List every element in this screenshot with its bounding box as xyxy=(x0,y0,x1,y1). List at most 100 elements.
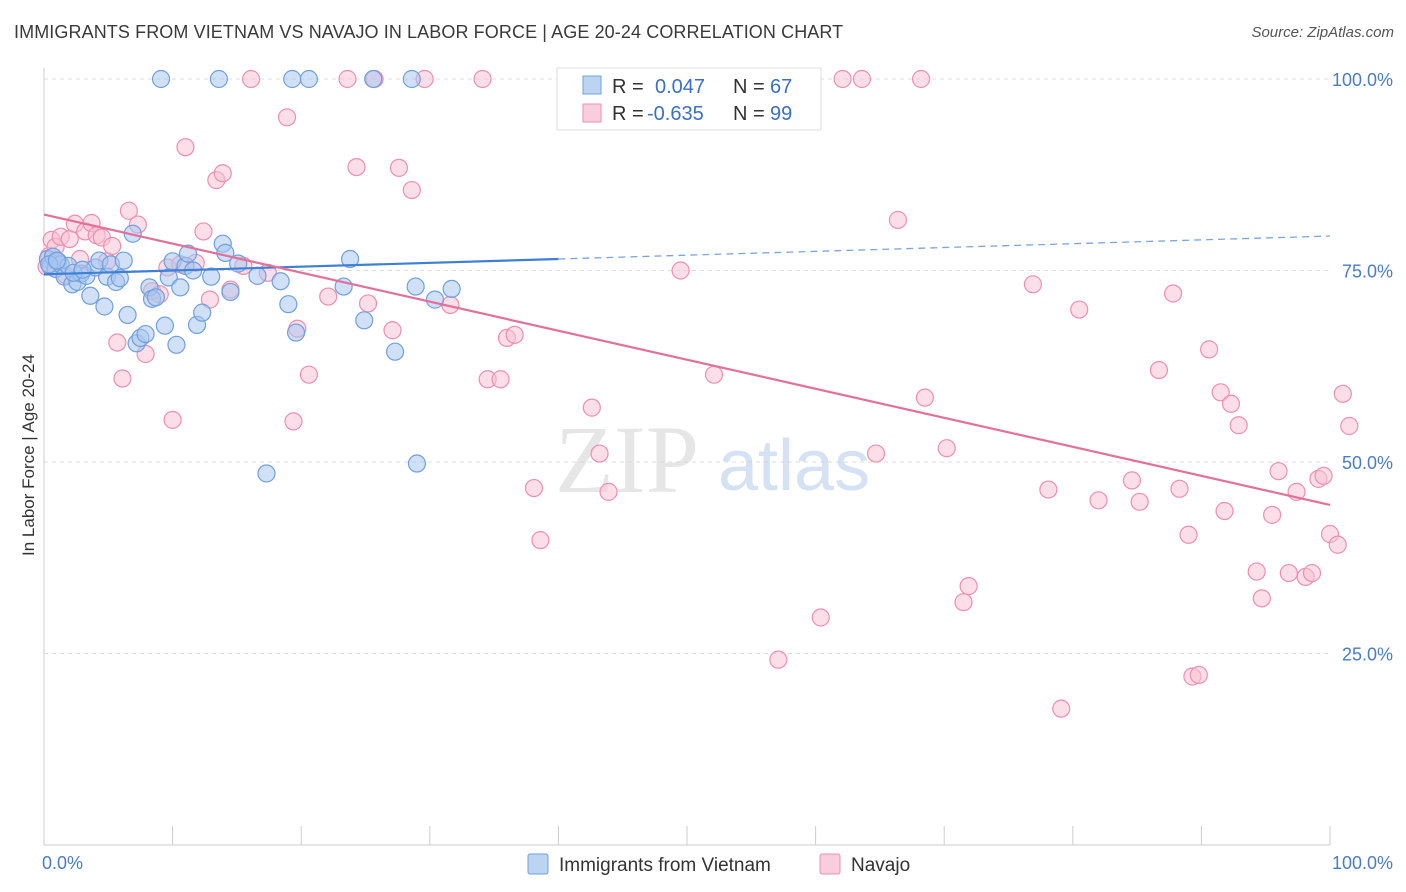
bottom-legend-swatch-vietnam xyxy=(527,853,549,875)
y-tick-labels: 100.0% 75.0% 50.0% 25.0% xyxy=(1332,70,1393,665)
point-navajo-58 xyxy=(590,444,609,463)
point-vietnam-29 xyxy=(151,69,171,89)
point-navajo-93 xyxy=(1229,416,1248,435)
legend-box: R = 0.047 N = 67 R = -0.635 N = 99 xyxy=(556,67,822,131)
point-navajo-103 xyxy=(1314,466,1333,485)
point-navajo-74 xyxy=(954,593,973,612)
point-vietnam-15 xyxy=(95,297,114,316)
point-vietnam-34 xyxy=(171,278,190,297)
point-vietnam-58 xyxy=(402,69,421,89)
axes xyxy=(43,68,1331,846)
bottom-legend-label-vietnam: Immigrants from Vietnam xyxy=(559,855,771,876)
point-navajo-23 xyxy=(163,410,182,429)
point-vietnam-62 xyxy=(442,279,461,298)
point-navajo-96 xyxy=(1263,505,1282,524)
point-navajo-86 xyxy=(1179,525,1198,544)
trend-line-navajo xyxy=(43,213,1331,506)
point-navajo-14 xyxy=(103,236,122,256)
bottom-legend-label-navajo: Navajo xyxy=(851,855,910,876)
point-navajo-70 xyxy=(888,210,908,230)
x-tick-label-1: 100.0% xyxy=(1332,853,1393,873)
legend-r-value-vietnam: 0.047 xyxy=(655,76,705,98)
point-navajo-36 xyxy=(284,412,303,431)
point-navajo-98 xyxy=(1279,563,1298,583)
y-tick-label-1: 75.0% xyxy=(1342,262,1393,282)
point-vietnam-20 xyxy=(114,251,133,270)
point-navajo-95 xyxy=(1252,589,1271,608)
point-navajo-77 xyxy=(1039,480,1058,499)
point-navajo-6 xyxy=(60,229,79,249)
point-vietnam-44 xyxy=(221,282,240,302)
point-vietnam-49 xyxy=(279,295,298,314)
point-navajo-92 xyxy=(1221,394,1241,413)
point-vietnam-47 xyxy=(248,266,267,285)
x-tick-labels: 0.0% 100.0% xyxy=(42,853,1393,873)
point-navajo-46 xyxy=(402,180,421,200)
y-tick-label-2: 50.0% xyxy=(1342,453,1393,473)
point-vietnam-12 xyxy=(81,286,100,305)
point-navajo-97 xyxy=(1269,462,1288,481)
point-navajo-107 xyxy=(1340,416,1359,436)
point-navajo-67 xyxy=(833,69,852,89)
chart-title: IMMIGRANTS FROM VIETNAM VS NAVAJO IN LAB… xyxy=(14,22,844,42)
point-vietnam-56 xyxy=(364,69,383,89)
y-tick-label-0: 100.0% xyxy=(1332,70,1393,90)
point-navajo-66 xyxy=(811,608,830,627)
point-vietnam-52 xyxy=(299,69,319,89)
point-navajo-83 xyxy=(1149,360,1169,380)
point-navajo-60 xyxy=(671,261,690,280)
point-navajo-39 xyxy=(319,287,338,306)
point-navajo-106 xyxy=(1333,384,1352,403)
point-navajo-88 xyxy=(1189,665,1208,685)
point-navajo-33 xyxy=(241,69,261,89)
point-navajo-38 xyxy=(299,365,319,384)
point-vietnam-51 xyxy=(283,69,302,89)
legend-swatch-vietnam xyxy=(582,75,602,95)
point-navajo-76 xyxy=(1023,275,1043,294)
trend-line-vietnam xyxy=(43,257,559,276)
legend-r-label-vietnam: R = xyxy=(612,76,644,98)
point-navajo-90 xyxy=(1211,383,1230,402)
point-navajo-89 xyxy=(1200,340,1219,359)
point-navajo-49 xyxy=(473,69,492,89)
point-vietnam-40 xyxy=(202,267,221,286)
bottom-legend-swatch-navajo xyxy=(819,853,841,875)
point-navajo-44 xyxy=(383,321,402,340)
point-vietnam-64 xyxy=(47,251,66,270)
legend-n-value-navajo: 99 xyxy=(770,103,792,125)
point-navajo-69 xyxy=(866,444,886,463)
point-navajo-80 xyxy=(1089,491,1108,510)
watermark: ZIP atlas xyxy=(555,406,870,513)
point-vietnam-66 xyxy=(73,260,92,279)
watermark-atlas: atlas xyxy=(718,426,870,506)
point-vietnam-41 xyxy=(209,69,228,89)
legend-swatch-navajo xyxy=(582,103,602,123)
point-navajo-17 xyxy=(119,201,138,220)
point-navajo-105 xyxy=(1328,535,1347,554)
legend-r-label-navajo: R = xyxy=(612,103,644,125)
y-axis-title: In Labor Force | Age 20-24 xyxy=(19,354,38,556)
legend-n-label-vietnam: N = xyxy=(733,76,765,98)
point-vietnam-57 xyxy=(385,342,405,361)
x-tick-label-0: 0.0% xyxy=(42,853,83,873)
point-vietnam-36 xyxy=(178,244,198,263)
bottom-legend: Immigrants from Vietnam Navajo xyxy=(527,853,910,876)
point-vietnam-28 xyxy=(146,288,165,307)
point-vietnam-55 xyxy=(355,311,374,330)
point-vietnam-59 xyxy=(407,454,427,473)
point-navajo-57 xyxy=(582,398,601,417)
point-vietnam-30 xyxy=(155,316,174,335)
grid-lines xyxy=(44,78,1330,654)
trend-lines xyxy=(43,213,1331,506)
point-vietnam-54 xyxy=(340,249,360,269)
point-navajo-91 xyxy=(1215,501,1234,521)
point-vietnam-61 xyxy=(425,290,445,309)
point-navajo-35 xyxy=(277,108,297,127)
point-navajo-82 xyxy=(1130,492,1149,511)
point-vietnam-50 xyxy=(286,323,306,342)
point-navajo-81 xyxy=(1122,471,1142,490)
point-navajo-45 xyxy=(389,158,409,177)
legend-n-value-vietnam: 67 xyxy=(770,76,792,98)
point-vietnam-48 xyxy=(271,272,290,291)
